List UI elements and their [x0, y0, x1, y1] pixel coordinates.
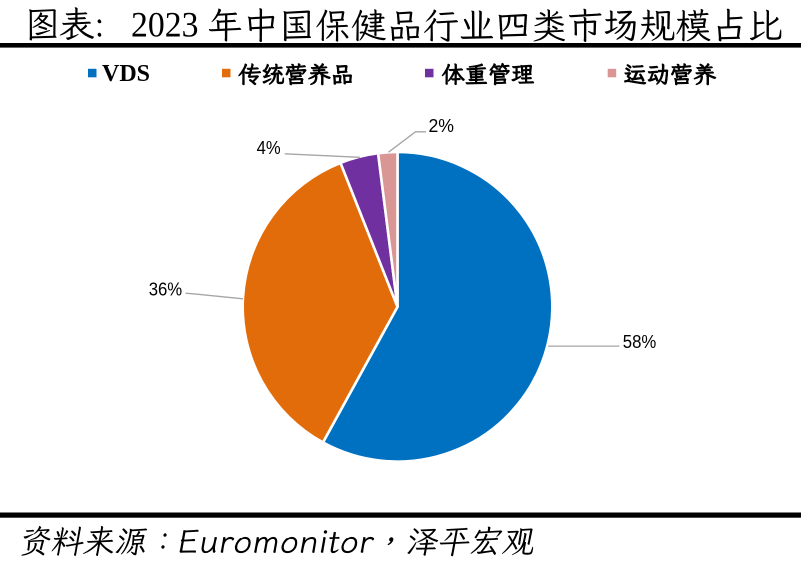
- svg-text:VDS: VDS: [102, 61, 150, 87]
- svg-text:2023: 2023: [131, 5, 199, 45]
- svg-text:36%: 36%: [149, 279, 183, 299]
- svg-text:2%: 2%: [429, 116, 455, 136]
- svg-text:4%: 4%: [257, 138, 281, 158]
- svg-text:58%: 58%: [623, 332, 657, 352]
